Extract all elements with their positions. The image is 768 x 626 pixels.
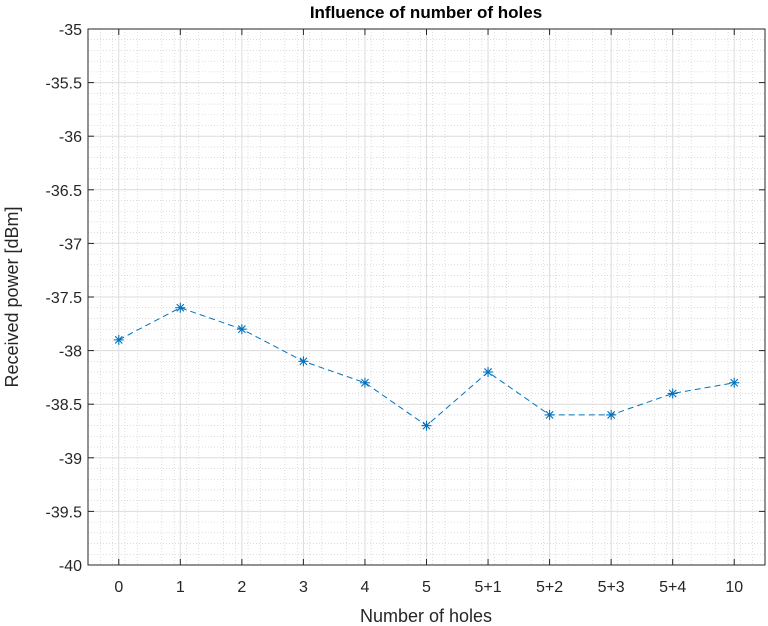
y-tick-label: -40 bbox=[59, 558, 82, 575]
y-tick-label: -35.5 bbox=[46, 76, 83, 93]
x-tick-label: 3 bbox=[299, 579, 308, 596]
y-tick-label: -38 bbox=[59, 344, 82, 361]
data-point-marker bbox=[421, 420, 432, 431]
y-tick-label: -36 bbox=[59, 129, 82, 146]
x-tick-label: 5+4 bbox=[659, 579, 686, 596]
y-tick-labels: -35 -35.5 -36 -36.5 -37 -37.5 -38 -38.5 -39 -39.5… bbox=[46, 22, 83, 575]
x-tick-label: 5+1 bbox=[474, 579, 501, 596]
y-tick-label: -35 bbox=[59, 22, 82, 39]
data-point-marker bbox=[359, 377, 370, 388]
x-tick-label: 1 bbox=[176, 579, 185, 596]
y-tick-label: -37 bbox=[59, 236, 82, 253]
data-point-marker bbox=[298, 356, 309, 367]
data-point-marker bbox=[236, 324, 247, 335]
y-tick-label: -38.5 bbox=[46, 397, 83, 414]
data-point-marker bbox=[544, 409, 555, 420]
y-tick-label: -36.5 bbox=[46, 183, 83, 200]
x-tick-label: 2 bbox=[237, 579, 246, 596]
x-tick-label: 0 bbox=[114, 579, 123, 596]
y-tick-label: -39 bbox=[59, 451, 82, 468]
data-point-marker bbox=[606, 409, 617, 420]
x-tick-label: 10 bbox=[725, 579, 743, 596]
y-tick-label: -37.5 bbox=[46, 290, 83, 307]
x-tick-label: 5+3 bbox=[598, 579, 625, 596]
chart-title: Influence of number of holes bbox=[310, 3, 542, 22]
axis-ticks bbox=[88, 28, 765, 566]
data-point-marker bbox=[175, 302, 186, 313]
series-group bbox=[113, 302, 740, 431]
x-axis-label: Number of holes bbox=[360, 606, 492, 626]
data-point-marker bbox=[113, 334, 124, 345]
major-grid bbox=[88, 28, 765, 566]
x-tick-label: 5 bbox=[422, 579, 431, 596]
data-point-marker bbox=[667, 388, 678, 399]
x-tick-labels: 0 1 2 3 4 5 5+1 5+2 5+3 5+4 10 bbox=[114, 579, 743, 596]
y-tick-label: -39.5 bbox=[46, 504, 83, 521]
data-point-marker bbox=[483, 367, 494, 378]
x-tick-label: 5+2 bbox=[536, 579, 563, 596]
data-point-marker bbox=[729, 377, 740, 388]
x-tick-label: 4 bbox=[361, 579, 370, 596]
y-axis-label: Received power [dBm] bbox=[2, 206, 22, 387]
